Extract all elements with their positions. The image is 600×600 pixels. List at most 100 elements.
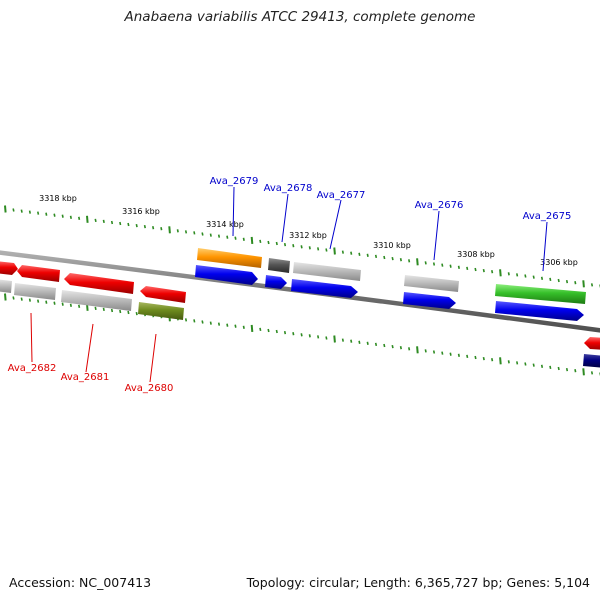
minor-tick — [102, 307, 105, 312]
minor-tick — [37, 211, 40, 215]
minor-tick — [374, 342, 378, 347]
minor-tick — [53, 213, 56, 217]
minor-tick — [366, 253, 369, 257]
minor-tick — [234, 324, 237, 328]
minor-tick — [565, 279, 569, 284]
minor-tick — [507, 272, 510, 276]
gene-feature-grey[interactable] — [293, 262, 361, 281]
gene-feature-red[interactable] — [0, 261, 18, 275]
minor-tick — [45, 212, 48, 216]
gene-feature-grey[interactable] — [404, 275, 459, 292]
leader-line — [149, 333, 157, 383]
gene-feature-orange[interactable] — [197, 248, 262, 268]
gene-feature-blue[interactable] — [195, 265, 258, 285]
gene-feature-olive[interactable] — [138, 302, 184, 320]
gene-label-ava-2680[interactable]: Ava_2680 — [125, 383, 174, 394]
major-tick — [582, 368, 585, 376]
minor-tick — [557, 278, 560, 283]
gene-label-ava-2679[interactable]: Ava_2679 — [210, 176, 259, 187]
gene-label-ava-2681[interactable]: Ava_2681 — [61, 372, 110, 383]
ruler-label-3314: 3314 kbp — [206, 220, 244, 229]
minor-tick — [193, 319, 196, 323]
ruler-label-3308: 3308 kbp — [457, 250, 495, 259]
minor-tick — [94, 306, 97, 311]
minor-tick — [242, 237, 245, 241]
minor-tick — [532, 363, 535, 367]
minor-tick — [267, 328, 270, 333]
minor-tick — [275, 329, 278, 334]
minor-tick — [341, 250, 344, 254]
gene-labels: Ava_2679 Ava_2678 Ava_2677 Ava_2676 Ava_… — [8, 176, 572, 394]
minor-tick — [358, 340, 361, 344]
gene-feature-green[interactable] — [495, 284, 586, 304]
minor-tick — [308, 246, 311, 250]
minor-tick — [549, 365, 552, 370]
minor-tick — [69, 303, 72, 307]
major-tick — [4, 205, 7, 213]
ruler-label-3318: 3318 kbp — [39, 194, 77, 203]
minor-tick — [399, 346, 402, 350]
major-tick — [168, 226, 171, 234]
gene-feature-darkgrey[interactable] — [268, 258, 290, 273]
minor-tick — [20, 209, 23, 213]
minor-tick — [300, 333, 303, 337]
gene-feature-grey[interactable] — [0, 279, 12, 293]
minor-tick — [325, 248, 328, 252]
gene-feature-red[interactable] — [584, 337, 600, 350]
gene-label-ava-2675[interactable]: Ava_2675 — [523, 211, 572, 222]
minor-tick — [441, 263, 444, 267]
feature-track-outer — [0, 248, 586, 304]
gene-feature-blue[interactable] — [291, 279, 358, 298]
feature-track-second — [0, 265, 600, 368]
minor-tick — [391, 344, 394, 349]
gene-feature-grey[interactable] — [14, 283, 56, 300]
gene-feature-blue[interactable] — [495, 301, 584, 321]
gene-label-ava-2682[interactable]: Ava_2682 — [8, 363, 57, 374]
gene-label-ava-2678[interactable]: Ava_2678 — [264, 183, 313, 194]
minor-tick — [540, 364, 544, 368]
label-leader-lines — [30, 186, 548, 383]
gene-feature-navy[interactable] — [583, 354, 600, 368]
minor-tick — [441, 351, 444, 355]
minor-tick — [350, 251, 353, 255]
minor-tick — [78, 304, 81, 308]
gene-feature-grey[interactable] — [61, 290, 132, 311]
minor-tick — [399, 258, 402, 262]
minor-tick — [283, 242, 287, 247]
major-tick — [250, 236, 254, 244]
major-tick — [86, 215, 89, 223]
major-tick — [4, 293, 7, 301]
minor-tick — [482, 356, 485, 361]
minor-tick — [69, 215, 72, 219]
major-tick — [582, 280, 585, 288]
minor-tick — [474, 355, 477, 360]
major-tick — [499, 357, 502, 365]
minor-tick — [127, 310, 130, 315]
gene-label-ava-2676[interactable]: Ava_2676 — [415, 200, 464, 211]
minor-tick — [28, 210, 31, 214]
gene-feature-red[interactable] — [17, 265, 60, 282]
minor-tick — [574, 281, 577, 285]
minor-tick — [474, 267, 477, 272]
gene-feature-blue[interactable] — [265, 275, 287, 289]
minor-tick — [201, 232, 204, 236]
gene-feature-red[interactable] — [140, 286, 186, 303]
minor-tick — [557, 366, 560, 371]
leader-line — [329, 199, 342, 250]
minor-tick — [94, 218, 97, 223]
gene-label-ava-2677[interactable]: Ava_2677 — [317, 190, 366, 201]
minor-tick — [217, 234, 221, 238]
minor-tick — [424, 261, 427, 265]
major-tick — [250, 324, 254, 332]
minor-tick — [234, 236, 237, 240]
minor-tick — [217, 322, 221, 326]
minor-tick — [283, 330, 287, 335]
minor-tick — [317, 335, 320, 339]
gene-feature-blue[interactable] — [403, 292, 456, 309]
minor-tick — [127, 222, 130, 227]
minor-tick — [78, 216, 81, 220]
minor-tick — [135, 223, 138, 228]
gene-feature-red[interactable] — [64, 273, 134, 294]
minor-tick — [524, 274, 527, 278]
